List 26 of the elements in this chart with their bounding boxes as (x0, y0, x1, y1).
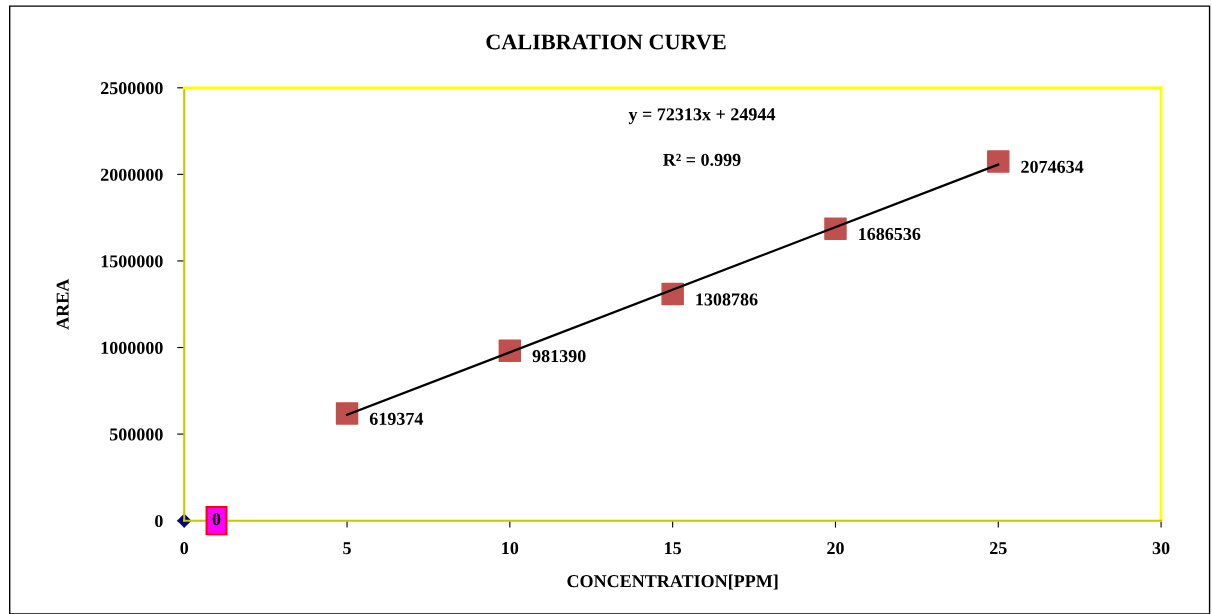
data-label: 0 (212, 513, 221, 526)
x-axis-title: CONCENTRATION[PPM] (567, 574, 778, 590)
data-label: 2074634 (1021, 160, 1084, 173)
x-tick-label: 15 (665, 542, 682, 555)
chart-title: CALIBRATION CURVE (486, 34, 726, 50)
x-tick-label: 0 (180, 542, 189, 555)
x-tick-label: 25 (990, 542, 1007, 555)
x-tick-label: 20 (827, 542, 844, 555)
point (987, 150, 1010, 173)
y-axis-title: AREA (56, 278, 69, 330)
data-label: 981390 (532, 350, 586, 363)
point (335, 402, 359, 425)
data-label: 1686536 (859, 227, 921, 241)
y-tick-label: 1000000 (101, 341, 163, 354)
annotation: R² = 0.999 (663, 153, 741, 166)
annotation: y = 72313x + 24944 (628, 108, 776, 125)
y-tick-label: 0 (155, 514, 163, 528)
data-label: 1308786 (696, 293, 758, 306)
data-label: 619374 (369, 412, 424, 425)
y-tick-label: 500000 (109, 428, 163, 441)
x-tick-label: 5 (343, 542, 351, 555)
y-tick-label: 2000000 (100, 168, 163, 181)
x-tick-label: 10 (502, 542, 519, 555)
x-tick-label: 30 (1152, 542, 1170, 555)
y-tick-label: 2500000 (100, 82, 163, 95)
y-tick-label: 1500000 (101, 255, 163, 268)
